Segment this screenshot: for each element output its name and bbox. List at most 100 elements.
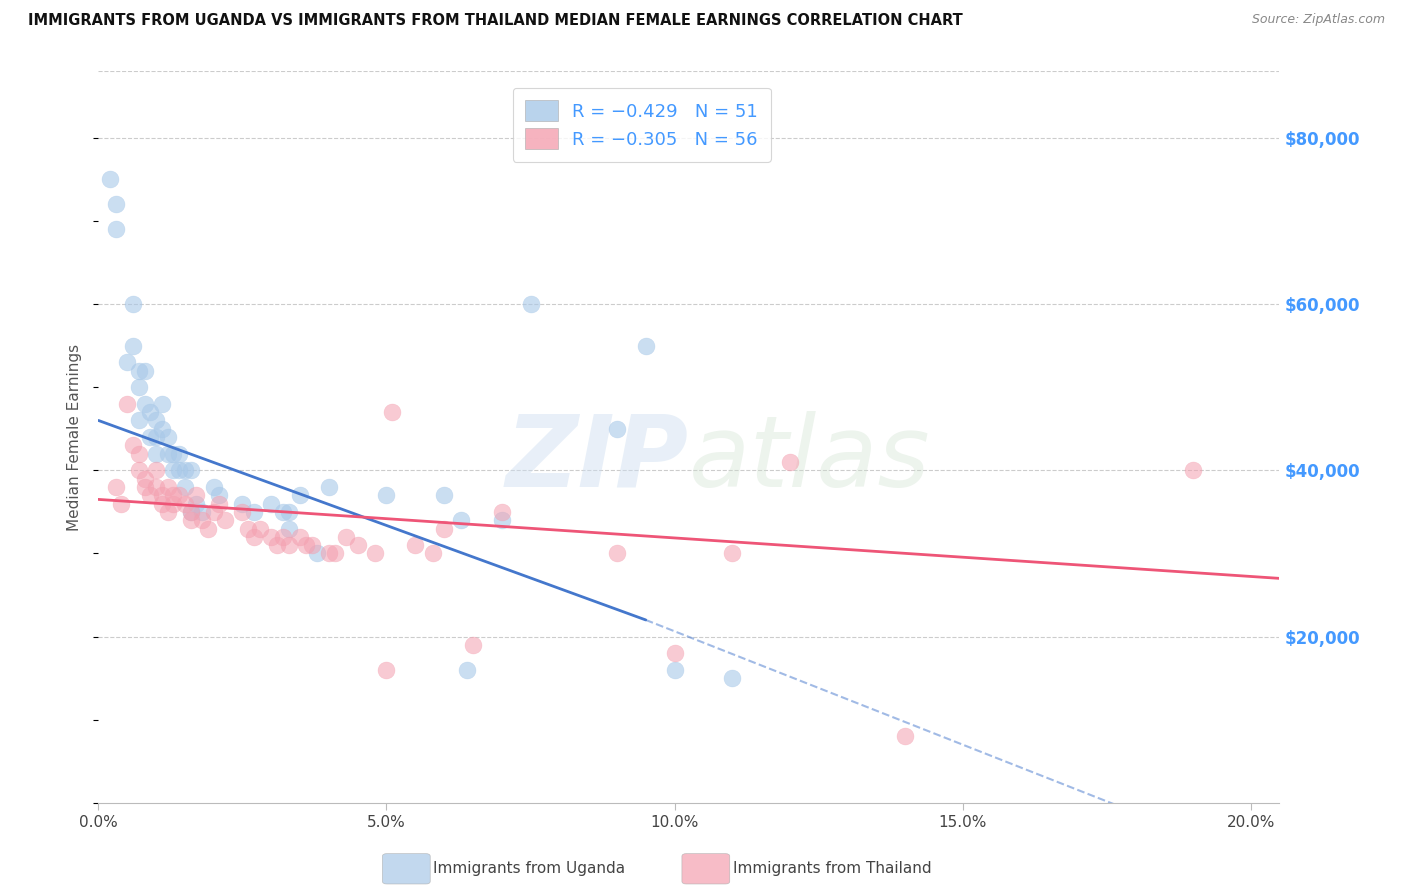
Point: [167, 463, 190, 477]
Point: [301, 538, 323, 552]
Text: ZIP: ZIP: [506, 410, 689, 508]
Point: [260, 530, 283, 544]
Point: [208, 488, 231, 502]
Point: [433, 521, 456, 535]
Point: [277, 521, 299, 535]
Point: [288, 488, 311, 502]
Point: [104, 222, 127, 236]
Point: [122, 297, 145, 311]
Point: [491, 505, 513, 519]
Point: [491, 513, 513, 527]
Point: [208, 497, 231, 511]
Point: [180, 463, 202, 477]
Point: [779, 455, 801, 469]
Point: [139, 430, 162, 444]
Point: [128, 463, 150, 477]
Point: [721, 546, 744, 560]
Point: [266, 538, 288, 552]
Point: [1182, 463, 1205, 477]
Point: [162, 447, 184, 461]
Text: Source: ZipAtlas.com: Source: ZipAtlas.com: [1251, 13, 1385, 27]
Point: [318, 546, 340, 560]
Point: [634, 339, 657, 353]
Point: [134, 363, 156, 377]
Text: atlas: atlas: [689, 410, 931, 508]
Point: [433, 488, 456, 502]
Point: [231, 497, 253, 511]
Point: [128, 363, 150, 377]
Point: [186, 488, 208, 502]
Point: [231, 505, 253, 519]
Point: [128, 380, 150, 394]
Point: [104, 197, 127, 211]
Point: [364, 546, 387, 560]
Point: [104, 480, 127, 494]
Point: [404, 538, 426, 552]
Point: [180, 513, 202, 527]
Point: [243, 505, 266, 519]
Point: [721, 671, 744, 685]
Point: [323, 546, 346, 560]
Point: [180, 505, 202, 519]
Point: [115, 397, 138, 411]
Point: [461, 638, 484, 652]
Point: [180, 505, 202, 519]
Point: [156, 447, 179, 461]
Point: [173, 497, 195, 511]
Point: [156, 505, 179, 519]
Point: [156, 480, 179, 494]
Point: [145, 430, 167, 444]
Point: [110, 497, 132, 511]
Text: Immigrants from Thailand: Immigrants from Thailand: [733, 862, 931, 876]
Point: [243, 530, 266, 544]
Y-axis label: Median Female Earnings: Median Female Earnings: [67, 343, 83, 531]
Point: [145, 480, 167, 494]
Point: [98, 172, 121, 186]
Point: [139, 488, 162, 502]
Point: [134, 472, 156, 486]
Point: [664, 663, 686, 677]
Text: Immigrants from Uganda: Immigrants from Uganda: [433, 862, 626, 876]
Point: [145, 413, 167, 427]
Point: [214, 513, 236, 527]
Point: [307, 546, 329, 560]
Point: [122, 438, 145, 452]
Point: [162, 497, 184, 511]
Point: [150, 397, 173, 411]
Point: [450, 513, 472, 527]
Point: [894, 729, 917, 743]
Point: [288, 530, 311, 544]
Point: [128, 413, 150, 427]
Point: [249, 521, 271, 535]
Point: [150, 422, 173, 436]
Legend: R = −0.429   N = 51, R = −0.305   N = 56: R = −0.429 N = 51, R = −0.305 N = 56: [513, 87, 770, 162]
Point: [381, 405, 404, 419]
Point: [134, 480, 156, 494]
Point: [519, 297, 541, 311]
Point: [197, 521, 219, 535]
Point: [134, 397, 156, 411]
Point: [202, 480, 225, 494]
Point: [162, 463, 184, 477]
Point: [115, 355, 138, 369]
Point: [277, 538, 299, 552]
Point: [295, 538, 318, 552]
Point: [664, 646, 686, 660]
Point: [318, 480, 340, 494]
Point: [191, 505, 214, 519]
Point: [346, 538, 368, 552]
Point: [375, 663, 398, 677]
Point: [122, 339, 145, 353]
Point: [606, 546, 628, 560]
Point: [260, 497, 283, 511]
Point: [422, 546, 444, 560]
Point: [456, 663, 478, 677]
Point: [202, 505, 225, 519]
Point: [173, 480, 195, 494]
Point: [606, 422, 628, 436]
Point: [167, 447, 190, 461]
Point: [139, 405, 162, 419]
Point: [150, 497, 173, 511]
Point: [191, 513, 214, 527]
Point: [150, 488, 173, 502]
